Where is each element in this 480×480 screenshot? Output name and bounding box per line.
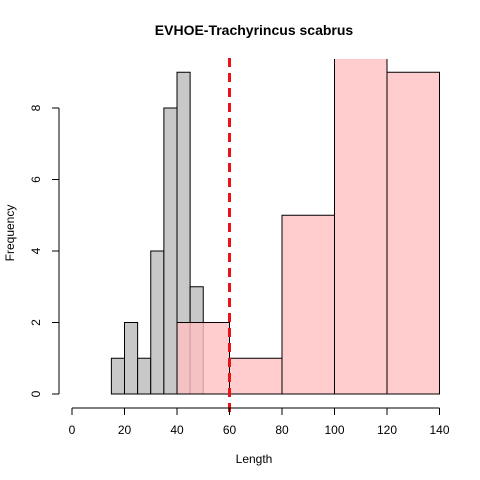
x-tick-label: 120 (377, 423, 397, 437)
histogram-bar (281, 214, 335, 395)
histogram-bar (124, 322, 139, 395)
y-tick-label: 6 (29, 176, 43, 183)
x-tick-label: 40 (170, 423, 184, 437)
x-axis-label: Length (236, 452, 273, 466)
x-tick-label: 20 (118, 423, 132, 437)
x-tick-label: 140 (429, 423, 449, 437)
histogram-bar (150, 250, 165, 395)
x-tick-label: 0 (69, 423, 76, 437)
histogram-bar (386, 71, 440, 395)
y-tick-label: 8 (29, 104, 43, 111)
histogram-bar (110, 357, 125, 395)
histogram-bar (229, 357, 283, 395)
bars-layer (110, 59, 440, 395)
histogram-bar (176, 322, 230, 395)
y-tick-label: 2 (29, 319, 43, 326)
histogram-bar (163, 107, 178, 395)
x-tick-label: 100 (324, 423, 344, 437)
x-tick-label: 60 (223, 423, 237, 437)
chart-title: EVHOE-Trachyrincus scabrus (155, 22, 354, 38)
y-axis-label: Frequency (3, 205, 17, 262)
y-axis: 0 2 4 6 8 (29, 104, 60, 397)
x-axis: 0 20 40 60 80 100 120 140 (69, 407, 450, 437)
y-tick-label: 4 (29, 247, 43, 254)
histogram-bar (137, 357, 152, 395)
y-tick-label: 0 (29, 390, 43, 397)
x-tick-label: 80 (275, 423, 289, 437)
histogram-bar (334, 59, 388, 395)
